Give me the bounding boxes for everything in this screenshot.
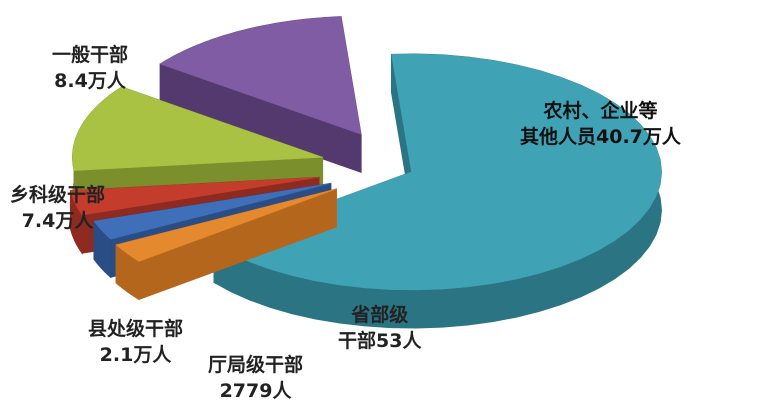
- slice-top-4: [72, 86, 323, 171]
- label-township-value: 7.4万人: [21, 210, 94, 232]
- label-township-name: 乡科级干部: [10, 184, 106, 206]
- slice-top-3: [70, 177, 319, 216]
- label-other-name: 农村、企业等: [543, 100, 658, 122]
- label-bureau-value: 2779人: [219, 380, 292, 402]
- label-bureau-name: 厅局级干部: [208, 354, 304, 376]
- label-ministerial-value: 干部53人: [338, 330, 422, 352]
- slice-top-5: [159, 16, 362, 135]
- label-general-name: 一般干部: [52, 44, 129, 66]
- label-ministerial-name: 省部级: [351, 304, 409, 326]
- label-county-name: 县处级干部: [88, 318, 184, 340]
- label-general-value: 8.4万人: [54, 70, 126, 92]
- label-ministerial: 省部级 干部53人: [338, 302, 421, 354]
- slice-top-2: [93, 183, 331, 240]
- label-county-value: 2.1万人: [99, 344, 172, 366]
- label-general: 一般干部 8.4万人: [52, 42, 128, 94]
- label-township: 乡科级干部 7.4万人: [10, 182, 105, 234]
- label-other: 农村、企业等 其他人员40.7万人: [520, 98, 681, 150]
- slice-top-1: [115, 188, 337, 262]
- label-bureau: 厅局级干部 2779人: [208, 352, 303, 404]
- label-county: 县处级干部 2.1万人: [88, 316, 183, 368]
- label-other-value: 其他人员40.7万人: [520, 126, 681, 148]
